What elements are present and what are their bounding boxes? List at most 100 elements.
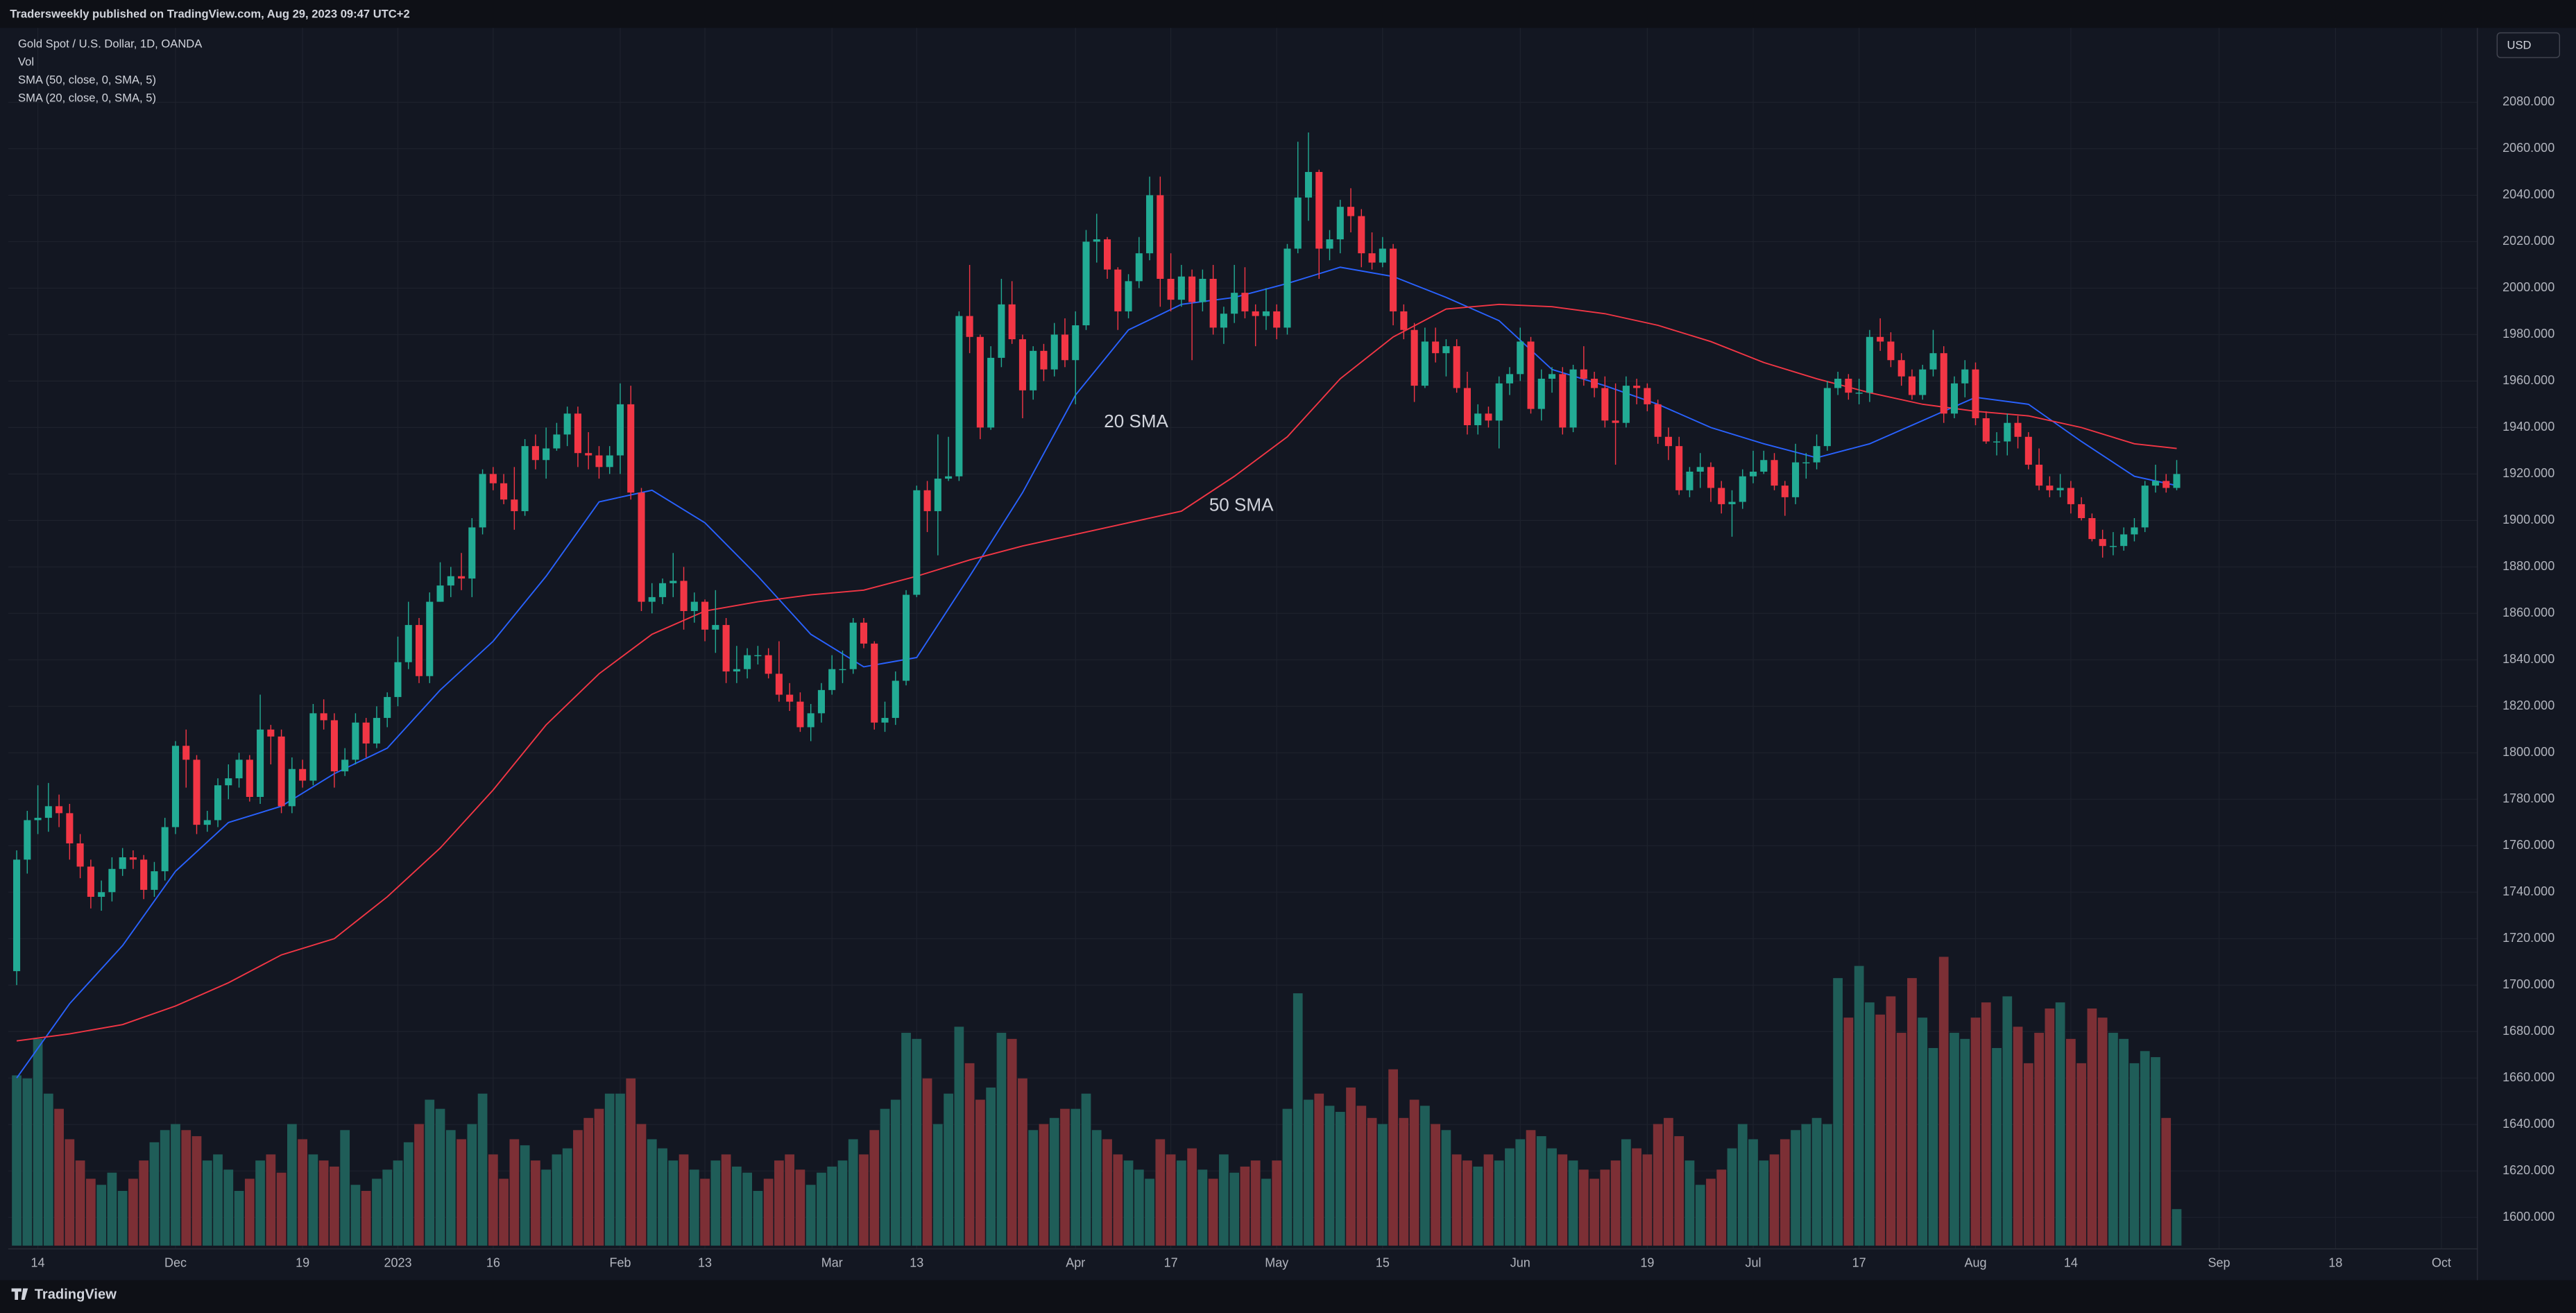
volume-bar: [318, 1160, 329, 1246]
x-tick-label: May: [1265, 1256, 1288, 1270]
volume-bar: [1039, 1124, 1049, 1246]
x-tick-label: 2023: [384, 1256, 411, 1270]
volume-bar: [986, 1087, 996, 1246]
volume-bar: [213, 1154, 223, 1246]
volume-bar: [922, 1078, 932, 1246]
volume-bar: [1431, 1124, 1441, 1246]
x-tick-label: Jul: [1746, 1256, 1762, 1270]
x-tick-label: 17: [1852, 1256, 1866, 1270]
candle-body: [151, 871, 158, 890]
candle-body: [2014, 422, 2022, 437]
volume-bar: [753, 1190, 763, 1246]
volume-bar: [191, 1136, 202, 1246]
candle-body: [2088, 518, 2096, 540]
candles: [13, 132, 2181, 986]
candle-body: [712, 625, 719, 630]
candle-body: [2004, 422, 2011, 442]
volume-bar: [477, 1093, 488, 1246]
volume-bar: [1102, 1139, 1112, 1246]
volume-bar: [1314, 1093, 1324, 1246]
volume-bar: [2034, 1033, 2044, 1246]
candle-body: [288, 769, 296, 807]
volume-bar: [880, 1108, 890, 1246]
candle-body: [1569, 369, 1577, 428]
volume-bar: [1632, 1148, 1641, 1246]
candle-body: [1580, 369, 1587, 379]
candle-body: [1368, 253, 1376, 263]
volume-bar: [139, 1160, 149, 1246]
volume-bar: [1695, 1185, 1705, 1246]
candle-body: [1379, 248, 1386, 263]
volume-bar: [1759, 1160, 1769, 1246]
candle-body: [320, 713, 327, 721]
volume-bar: [435, 1108, 445, 1246]
candle-body: [1336, 207, 1344, 240]
candle-body: [658, 583, 667, 597]
volume-bar: [308, 1154, 318, 1246]
candle-body: [881, 718, 889, 723]
candle-body: [161, 827, 169, 872]
candle-body: [2078, 504, 2085, 519]
candle-body: [171, 746, 180, 827]
candle-body: [76, 843, 84, 867]
volume-bar: [1155, 1139, 1166, 1246]
candle-body: [246, 760, 253, 797]
candle-body: [1696, 467, 1704, 472]
candle-body: [1707, 467, 1714, 488]
candle-body: [1135, 253, 1143, 282]
candle-body: [775, 673, 783, 695]
candle-body: [1908, 376, 1916, 395]
candle-body: [1866, 336, 1873, 393]
candle-body: [2099, 539, 2106, 547]
top-bar: [0, 0, 2576, 28]
candle-body: [595, 455, 603, 467]
candle-body: [543, 448, 550, 461]
currency-label[interactable]: USD: [2507, 39, 2532, 52]
candle-body: [945, 476, 953, 479]
volume-bar: [276, 1172, 287, 1246]
volume-bar: [457, 1139, 466, 1246]
candle-body: [966, 316, 973, 337]
y-tick-label: 2080.000: [2502, 94, 2554, 108]
volume-bar: [1293, 993, 1303, 1246]
sma-line: [16, 303, 2177, 1042]
currency-button[interactable]: [2496, 32, 2561, 58]
sma-lines: [16, 266, 2177, 1079]
volume-bar: [1420, 1106, 1430, 1246]
volume-bar: [520, 1145, 530, 1246]
volume-bar: [954, 1027, 964, 1246]
volume-bar: [1653, 1124, 1663, 1246]
volume-bar: [1462, 1160, 1472, 1246]
volume-bar: [181, 1130, 191, 1246]
candle-body: [394, 662, 402, 697]
candle-body: [871, 643, 878, 723]
publisher-header: Tradersweekly published on TradingView.c…: [10, 8, 409, 21]
x-tick-label: Apr: [1066, 1256, 1085, 1270]
volume-bar: [901, 1033, 911, 1246]
candle-body: [1993, 441, 2001, 443]
volume-bar: [2129, 1063, 2140, 1246]
volume-bar: [1907, 978, 1917, 1246]
candle-body: [13, 859, 21, 972]
volume-bar: [33, 1038, 43, 1246]
candle-body: [1410, 329, 1418, 386]
volume-bar: [1780, 1139, 1790, 1246]
candle-body: [553, 434, 561, 449]
volume-bar: [1356, 1106, 1367, 1246]
volume-bar: [1896, 1033, 1907, 1246]
candle-body: [1485, 413, 1492, 421]
y-tick-label: 1860.000: [2502, 606, 2554, 619]
candle-body: [66, 813, 74, 843]
candle-body: [2024, 436, 2032, 465]
candle-body: [606, 455, 613, 467]
volume-bar: [541, 1169, 552, 1246]
candle-body: [1347, 207, 1355, 216]
volume-bar: [1494, 1160, 1504, 1246]
y-tick-label: 2060.000: [2502, 141, 2554, 155]
y-tick-label: 1920.000: [2502, 466, 2554, 480]
y-tick-label: 1880.000: [2502, 559, 2554, 573]
volume-bar: [1113, 1154, 1123, 1246]
volume-bar: [1007, 1038, 1017, 1246]
volume-bar: [107, 1172, 117, 1246]
volume-bar: [1282, 1108, 1293, 1246]
